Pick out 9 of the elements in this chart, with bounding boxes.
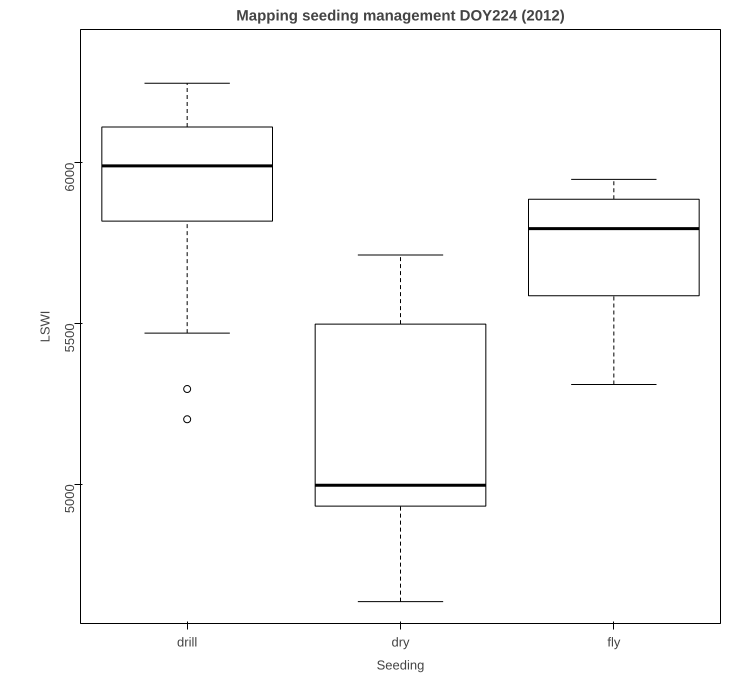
y-tick-label: 6000 bbox=[62, 162, 77, 192]
x-tick-label: drill bbox=[177, 634, 198, 650]
y-tick-label: 5500 bbox=[62, 323, 77, 352]
x-tick-label: dry bbox=[391, 634, 410, 650]
y-axis-title: LSWI bbox=[38, 310, 52, 342]
x-axis-title: Seeding bbox=[376, 658, 424, 672]
x-tick-label: fly bbox=[607, 634, 621, 650]
chart-title: Mapping seeding management DOY224 (2012) bbox=[236, 8, 565, 24]
y-tick-label: 5000 bbox=[62, 484, 77, 514]
